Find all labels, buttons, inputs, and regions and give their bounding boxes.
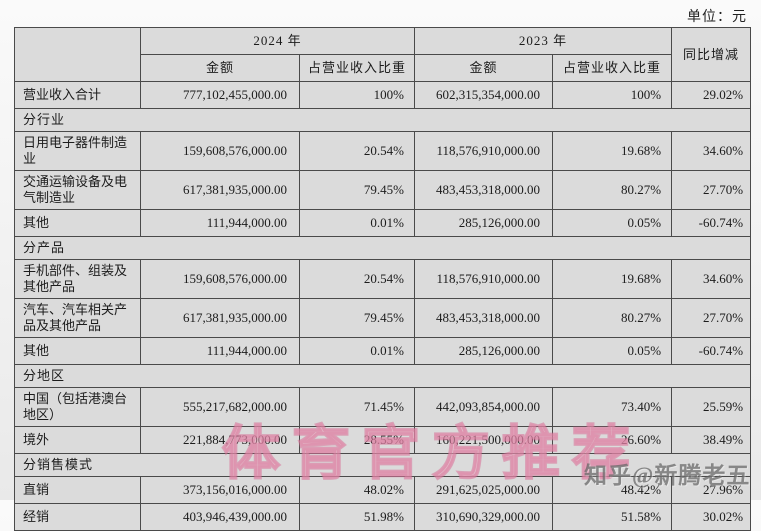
row-label: 其他 xyxy=(14,209,141,237)
amount-2023: 118,576,910,000.00 xyxy=(414,259,554,299)
amount-2023: 602,315,354,000.00 xyxy=(414,81,554,109)
amount-2024: 617,381,935,000.00 xyxy=(140,170,300,210)
amount-2023: 310,690,329,000.00 xyxy=(414,503,554,531)
amount-2024: 111,944,000.00 xyxy=(140,337,300,365)
yoy-header: 同比增减 xyxy=(671,27,752,82)
table-row: 汽车、汽车相关产品及其他产品 617,381,935,000.00 79.45% 48… xyxy=(14,298,752,338)
pct-2023: 100% xyxy=(552,81,673,109)
table-row: 其他 111,944,000.00 0.01% 285,126,000.00 0.05%… xyxy=(14,209,752,237)
revenue-breakdown-table: 2024 年 2023 年 同比增减 金额 占营业收入比重 金额 占营业收入比重… xyxy=(13,27,752,531)
yoy-change: 34.60% xyxy=(671,131,752,171)
amount-2024: 555,217,682,000.00 xyxy=(140,387,300,427)
table-header: 2024 年 2023 年 同比增减 金额 占营业收入比重 金额 占营业收入比重 xyxy=(14,27,752,82)
pct-2024: 71.45% xyxy=(298,387,416,427)
row-label: 其他 xyxy=(14,337,141,365)
pct-2024: 28.55% xyxy=(298,426,416,454)
row-label: 汽车、汽车相关产品及其他产品 xyxy=(14,298,141,338)
pct-2023: 80.27% xyxy=(552,298,673,338)
pct-2024: 79.45% xyxy=(298,298,416,338)
pct-2023: 48.42% xyxy=(552,476,673,504)
table-row: 经销 403,946,439,000.00 51.98% 310,690,329,00… xyxy=(14,503,752,531)
pct-2023-header: 占营业收入比重 xyxy=(552,54,673,82)
yoy-change: 34.60% xyxy=(671,259,752,299)
yoy-change: 27.96% xyxy=(671,476,752,504)
amount-2023: 291,625,025,000.00 xyxy=(414,476,554,504)
amount-2024: 403,946,439,000.00 xyxy=(140,503,300,531)
section-row: 分产品 xyxy=(13,236,752,260)
pct-2024: 51.98% xyxy=(298,503,416,531)
pct-2023: 0.05% xyxy=(552,209,673,237)
amount-2024: 373,156,016,000.00 xyxy=(140,476,300,504)
amount-2024: 777,102,455,000.00 xyxy=(140,81,300,109)
pct-2023: 19.68% xyxy=(552,131,673,171)
pct-2023: 26.60% xyxy=(552,426,673,454)
section-label: 分行业 xyxy=(13,108,752,132)
unit-label: 单位：元 xyxy=(687,10,747,25)
row-label: 营业收入合计 xyxy=(14,81,141,109)
section-row: 分销售模式 xyxy=(13,453,752,477)
pct-2024: 20.54% xyxy=(298,259,416,299)
pct-2024: 79.45% xyxy=(298,170,416,210)
pct-2023: 51.58% xyxy=(552,503,673,531)
table-row: 日用电子器件制造业 159,608,576,000.00 20.54% 118,576… xyxy=(14,131,752,171)
pct-2023: 0.05% xyxy=(552,337,673,365)
yoy-change: 29.02% xyxy=(671,81,752,109)
table-row: 交通运输设备及电气制造业 617,381,935,000.00 79.45% 483,… xyxy=(14,170,752,210)
section-label: 分销售模式 xyxy=(13,453,752,477)
section-label: 分地区 xyxy=(13,364,752,388)
corner-cell xyxy=(14,27,141,82)
table-row: 境外 221,884,773,000.00 28.55% 160,221,500,00… xyxy=(14,426,752,454)
row-label: 境外 xyxy=(14,426,141,454)
amount-2024: 111,944,000.00 xyxy=(140,209,300,237)
pct-2024: 0.01% xyxy=(298,337,416,365)
amount-2023: 483,453,318,000.00 xyxy=(414,170,554,210)
yoy-change: 27.70% xyxy=(671,298,752,338)
yoy-change: 27.70% xyxy=(671,170,752,210)
pct-2024: 48.02% xyxy=(298,476,416,504)
pct-2023: 80.27% xyxy=(552,170,673,210)
row-label: 直销 xyxy=(14,476,141,504)
row-label: 经销 xyxy=(14,503,141,531)
amount-2023: 160,221,500,000.00 xyxy=(414,426,554,454)
row-label: 手机部件、组装及其他产品 xyxy=(14,259,141,299)
year-2024-header: 2024 年 xyxy=(139,27,416,55)
amount-2023: 285,126,000.00 xyxy=(414,337,554,365)
yoy-change: -60.74% xyxy=(671,337,752,365)
section-row: 分行业 xyxy=(13,108,752,132)
amount-2023: 442,093,854,000.00 xyxy=(414,387,554,427)
yoy-change: -60.74% xyxy=(671,209,752,237)
table-body: 营业收入合计 777,102,455,000.00 100% 602,315,354,… xyxy=(13,81,752,531)
pct-2023: 73.40% xyxy=(552,387,673,427)
table-row: 直销 373,156,016,000.00 48.02% 291,625,025,00… xyxy=(14,476,752,504)
amount-2024-header: 金额 xyxy=(140,54,300,82)
pct-2024: 20.54% xyxy=(298,131,416,171)
pct-2024: 0.01% xyxy=(298,209,416,237)
section-label: 分产品 xyxy=(13,236,752,260)
amount-2024: 617,381,935,000.00 xyxy=(140,298,300,338)
table-row: 中国（包括港澳台地区） 555,217,682,000.00 71.45% 442,0… xyxy=(14,387,752,427)
header-row-years: 2024 年 2023 年 同比增减 xyxy=(14,27,752,82)
amount-2023: 118,576,910,000.00 xyxy=(414,131,554,171)
pct-2024-header: 占营业收入比重 xyxy=(298,54,416,82)
yoy-change: 30.02% xyxy=(671,503,752,531)
table-row: 手机部件、组装及其他产品 159,608,576,000.00 20.54% 118,… xyxy=(14,259,752,299)
yoy-change: 25.59% xyxy=(671,387,752,427)
table-row: 营业收入合计 777,102,455,000.00 100% 602,315,354,… xyxy=(14,81,752,109)
amount-2023-header: 金额 xyxy=(414,54,554,82)
row-label: 中国（包括港澳台地区） xyxy=(14,387,141,427)
pct-2023: 19.68% xyxy=(552,259,673,299)
amount-2023: 285,126,000.00 xyxy=(414,209,554,237)
row-label: 交通运输设备及电气制造业 xyxy=(14,170,141,210)
yoy-change: 38.49% xyxy=(671,426,752,454)
amount-2024: 159,608,576,000.00 xyxy=(140,131,300,171)
header-row-measures: 金额 占营业收入比重 金额 占营业收入比重 xyxy=(15,54,751,82)
year-2023-header: 2023 年 xyxy=(414,27,673,55)
section-row: 分地区 xyxy=(13,364,752,388)
amount-2023: 483,453,318,000.00 xyxy=(414,298,554,338)
table-row: 其他 111,944,000.00 0.01% 285,126,000.00 0.05%… xyxy=(14,337,752,365)
pct-2024: 100% xyxy=(298,81,416,109)
amount-2024: 221,884,773,000.00 xyxy=(140,426,300,454)
amount-2024: 159,608,576,000.00 xyxy=(140,259,300,299)
row-label: 日用电子器件制造业 xyxy=(14,131,141,171)
